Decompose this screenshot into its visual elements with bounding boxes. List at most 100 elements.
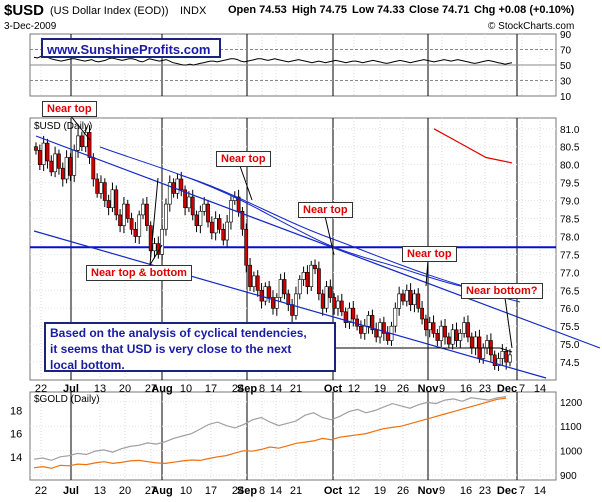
candle-body bbox=[423, 318, 428, 331]
candle-body bbox=[187, 196, 191, 209]
chart-name: (US Dollar Index (EOD)) bbox=[50, 5, 169, 17]
candle-body bbox=[458, 332, 463, 341]
annotation-near-top-2: Near top bbox=[216, 151, 271, 167]
price-y-tick-label: 80.5 bbox=[560, 143, 580, 154]
gold-x-tick-label: Jul bbox=[63, 485, 79, 497]
candle-body bbox=[443, 325, 447, 338]
candle-body bbox=[229, 200, 233, 223]
gold-x-tick-label: 10 bbox=[180, 485, 192, 497]
candle-body bbox=[240, 211, 245, 230]
candle-body bbox=[68, 157, 73, 176]
candle-body bbox=[427, 322, 432, 331]
upper-trendline bbox=[35, 135, 601, 349]
candle-body bbox=[125, 203, 130, 219]
low-value: Low 74.33 bbox=[352, 4, 405, 16]
close-value: Close 74.71 bbox=[409, 4, 470, 16]
candle-body bbox=[355, 318, 360, 327]
osc-y-tick-label: 10 bbox=[560, 92, 572, 103]
price-y-tick-label: 76.5 bbox=[560, 286, 580, 297]
blue-moving-average-1 bbox=[99, 146, 521, 297]
candle-body bbox=[106, 200, 111, 208]
candle-body bbox=[439, 325, 444, 341]
price-x-tick-label: 21 bbox=[290, 383, 302, 395]
note-line-1: Based on the analysis of cyclical tenden… bbox=[50, 326, 307, 340]
candle-body bbox=[366, 315, 371, 327]
candle-body bbox=[152, 243, 157, 252]
price-x-tick-label: 8 bbox=[259, 383, 265, 395]
price-x-tick-label: Dec bbox=[497, 383, 517, 395]
price-panel-title: $USD (Daily) bbox=[34, 121, 93, 132]
candle-body bbox=[263, 286, 268, 302]
candle-body bbox=[446, 336, 451, 345]
candle-body bbox=[34, 146, 38, 151]
candle-body bbox=[278, 279, 283, 298]
gold-y-tick-right: 1100 bbox=[560, 422, 582, 433]
gold-x-tick-label: 27 bbox=[145, 485, 157, 497]
candle-body bbox=[408, 289, 413, 305]
gold-y-tick-right: 1000 bbox=[560, 447, 583, 458]
candle-body bbox=[381, 322, 386, 334]
gold-x-tick-label: Nov bbox=[418, 485, 440, 497]
price-y-tick-label: 75.0 bbox=[560, 340, 580, 351]
price-x-tick-label: 12 bbox=[348, 383, 360, 395]
candle-body bbox=[141, 203, 145, 216]
gold-x-tick-label: 7 bbox=[519, 485, 525, 497]
candle-body bbox=[469, 336, 474, 348]
candle-body bbox=[56, 153, 61, 169]
candle-body bbox=[236, 196, 241, 212]
candle-body bbox=[301, 271, 306, 280]
candle-body bbox=[133, 229, 138, 237]
price-y-tick-label: 77.5 bbox=[560, 250, 580, 261]
price-x-tick-label: 23 bbox=[479, 383, 491, 395]
chart-exchange: INDX bbox=[180, 5, 207, 17]
candle-body bbox=[297, 279, 302, 295]
candle-body bbox=[190, 196, 195, 216]
price-y-tick-label: 81.0 bbox=[560, 125, 580, 136]
pointer-near-top-4 bbox=[425, 259, 429, 287]
price-y-tick-label: 76.0 bbox=[560, 304, 580, 315]
candle-body bbox=[473, 336, 478, 348]
candle-body bbox=[255, 275, 260, 291]
price-y-tick-label: 77.0 bbox=[560, 268, 580, 279]
candle-body bbox=[179, 178, 184, 191]
candle-body bbox=[209, 221, 214, 234]
gold-x-tick-label: 12 bbox=[348, 485, 360, 497]
candle-body bbox=[343, 311, 348, 323]
pointer-near-top-1 bbox=[69, 114, 91, 141]
candle-body bbox=[194, 214, 199, 226]
price-x-tick-label: 7 bbox=[519, 383, 525, 395]
candle-body bbox=[102, 182, 107, 201]
pointer-near-bottom bbox=[504, 297, 513, 349]
gold-x-tick-label: 14 bbox=[270, 485, 282, 497]
osc-y-tick-label: 50 bbox=[560, 61, 572, 72]
candle-body bbox=[401, 293, 405, 302]
gold-x-tick-label: 26 bbox=[397, 485, 409, 497]
candle-body bbox=[431, 322, 436, 334]
price-x-tick-label: 10 bbox=[180, 383, 192, 395]
candle-body bbox=[358, 325, 363, 334]
candle-body bbox=[206, 203, 210, 223]
lower-trendline bbox=[33, 230, 547, 379]
candle-body bbox=[213, 218, 218, 234]
candle-body bbox=[167, 182, 172, 205]
candle-body bbox=[45, 142, 50, 162]
gold-x-tick-label: Aug bbox=[151, 485, 172, 497]
candle-body bbox=[137, 214, 142, 237]
gold-x-tick-label: 8 bbox=[259, 485, 265, 497]
gold-y-tick-right: 900 bbox=[560, 471, 577, 482]
price-x-tick-label: 27 bbox=[145, 383, 157, 395]
candle-body bbox=[91, 157, 96, 180]
candle-body bbox=[114, 189, 119, 216]
gold-x-tick-label: 22 bbox=[35, 485, 47, 497]
pointer-note-end bbox=[499, 347, 513, 353]
candle-body bbox=[462, 322, 467, 334]
price-y-tick-label: 75.5 bbox=[560, 322, 580, 333]
candle-body bbox=[320, 293, 325, 309]
candle-body bbox=[313, 264, 317, 270]
candle-body bbox=[160, 229, 165, 255]
candle-body bbox=[324, 286, 329, 309]
osc-y-tick-label: 90 bbox=[560, 30, 572, 41]
gold-y-tick-right: 1200 bbox=[560, 398, 583, 409]
gold-x-tick-label: 19 bbox=[374, 485, 386, 497]
price-y-tick-label: 79.0 bbox=[560, 197, 580, 208]
